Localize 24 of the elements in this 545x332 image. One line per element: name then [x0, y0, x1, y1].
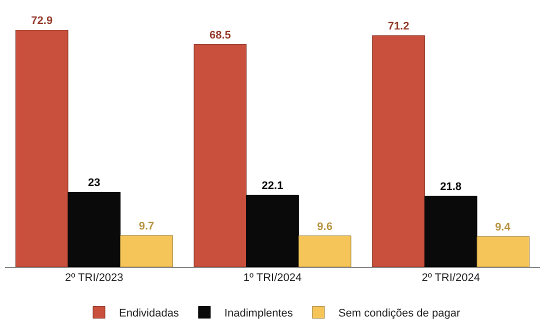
- x-tick-label: 2º TRI/2024: [422, 272, 480, 284]
- legend-label: Endividadas: [119, 308, 180, 320]
- x-tick-label: 2º TRI/2023: [65, 272, 124, 284]
- bar: [424, 196, 478, 267]
- bar: [120, 235, 173, 267]
- bar: [194, 44, 247, 267]
- bar: [298, 236, 352, 267]
- data-label: 72.9: [31, 15, 53, 27]
- data-label: 9.4: [495, 221, 512, 234]
- legend-label: Sem condições de pagar: [338, 308, 460, 320]
- data-label: 21.8: [440, 181, 462, 194]
- x-tick-label: 1º TRI/2024: [243, 272, 302, 284]
- bar: [68, 192, 121, 267]
- legend-label: Inadimplentes: [224, 308, 294, 320]
- data-label: 68.5: [209, 29, 231, 42]
- data-label: 9.6: [317, 220, 332, 233]
- bar: [476, 236, 530, 267]
- bar: [246, 194, 299, 267]
- data-label: 22.1: [262, 180, 284, 192]
- bar: [372, 35, 425, 267]
- data-label: 71.2: [388, 20, 410, 33]
- bar: [15, 30, 68, 267]
- data-label: 23: [88, 177, 100, 190]
- data-label: 9.7: [138, 220, 154, 232]
